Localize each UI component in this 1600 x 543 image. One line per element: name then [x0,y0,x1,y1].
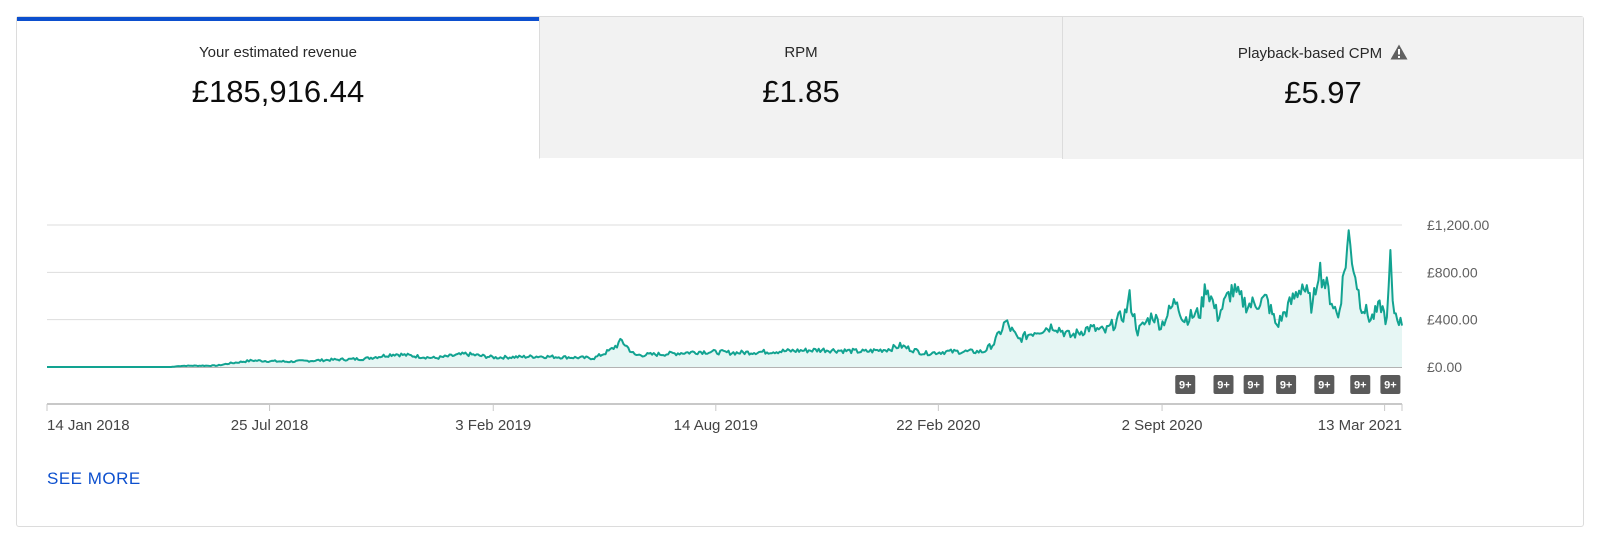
metric-value: £1.85 [762,74,840,109]
metric-label-text: Playback-based CPM [1237,45,1383,62]
metric-value: £185,916.44 [191,74,365,109]
annotation-badge-bg [1276,375,1297,394]
annotation-badge-label: 9+ [1217,380,1230,392]
annotation-badge[interactable]: 9+ [1213,375,1234,394]
annotation-badge-bg [1380,375,1401,394]
metric-label: RPM [784,44,818,61]
x-tick-label: 25 Jul 2018 [231,417,309,434]
annotation-badge[interactable]: 9+ [1380,375,1401,394]
annotation-badge-label: 9+ [1179,380,1192,392]
x-axis-ticks: 14 Jan 2018 25 Jul 2018 3 Feb 2019 14 Aug 2… [46,404,1403,434]
x-tick-label: 2 Sept 2020 [1122,417,1203,434]
annotation-badge-bg [1213,375,1234,394]
x-tick-label: 3 Feb 2019 [455,417,531,434]
x-tick-label: 14 Aug 2019 [674,417,758,434]
tab-playback-cpm[interactable]: Playback-based CPM £5.97 [1062,17,1583,159]
chart-annotations: 9+ 9+ 9+ 9+ 9+ 9+ 9+ [1175,375,1401,394]
annotation-badge[interactable]: 9+ [1350,375,1371,394]
y-tick-label: £0.00 [1427,359,1462,375]
annotation-badge[interactable]: 9+ [1175,375,1196,394]
y-tick-label: £1,200.00 [1427,217,1489,233]
annotation-badge-bg [1243,375,1264,394]
tab-rpm[interactable]: RPM £1.85 [539,17,1062,159]
metric-value: £5.97 [1284,75,1362,110]
see-more-link[interactable]: SEE MORE [47,469,141,488]
annotation-badge-bg [1314,375,1335,394]
annotation-badge-label: 9+ [1247,380,1260,392]
y-tick-label: £800.00 [1427,264,1478,280]
x-tick-label: 14 Jan 2018 [47,417,130,434]
warning-icon[interactable] [1390,44,1408,60]
metric-label: Playback-based CPM [1063,44,1583,63]
annotation-badge-label: 9+ [1280,380,1293,392]
annotation-badge[interactable]: 9+ [1243,375,1264,394]
y-tick-label: £400.00 [1427,312,1478,328]
annotation-badge-bg [1175,375,1196,394]
metric-tabs: Your estimated revenue £185,916.44 RPM £… [17,17,1583,159]
x-tick-label: 22 Feb 2020 [896,417,980,434]
revenue-chart: £0.00£400.00£800.00£1,200.00 9+ 9+ 9+ 9+ 9+ 9… [46,217,1489,434]
annotation-badge[interactable]: 9+ [1314,375,1335,394]
y-axis-ticks: £0.00 £400.00 £800.00 £1,200.00 [1427,217,1489,375]
tab-estimated-revenue[interactable]: Your estimated revenue £185,916.44 [17,17,539,159]
annotation-badge-label: 9+ [1384,380,1397,392]
annotation-badge-bg [1350,375,1371,394]
revenue-card: Your estimated revenue £185,916.44 RPM £… [16,16,1584,527]
annotation-badge[interactable]: 9+ [1276,375,1297,394]
series-area-fill [47,230,1402,367]
x-tick-label: 13 Mar 2021 [1318,417,1402,434]
series-line [47,229,1403,368]
metric-label: Your estimated revenue [199,44,357,61]
annotation-badge-label: 9+ [1354,380,1367,392]
annotation-badge-label: 9+ [1318,380,1331,392]
chart-series [47,229,1403,368]
